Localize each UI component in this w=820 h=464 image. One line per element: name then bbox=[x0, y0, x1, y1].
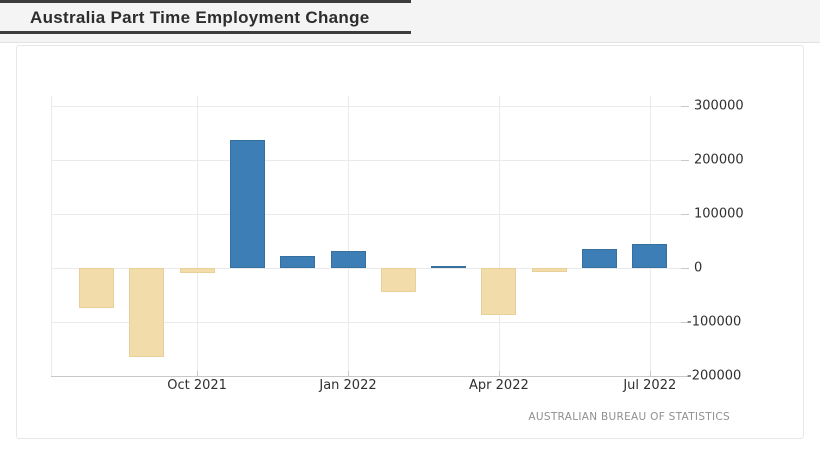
bar-jan-2022[interactable] bbox=[330, 250, 366, 268]
bar-sep-2021[interactable] bbox=[129, 267, 165, 358]
bar-feb-2022[interactable] bbox=[380, 267, 416, 292]
y-axis-label: -100000 bbox=[687, 314, 742, 330]
title-underline-rule bbox=[0, 31, 411, 34]
x-gridline bbox=[197, 96, 199, 376]
y-axis-tick bbox=[681, 159, 689, 161]
y-gridline bbox=[51, 159, 681, 161]
x-axis-label: Apr 2022 bbox=[469, 378, 529, 393]
bar-oct-2021[interactable] bbox=[179, 267, 215, 274]
x-axis-label: Jan 2022 bbox=[319, 378, 377, 393]
x-axis-tick bbox=[197, 371, 199, 376]
y-axis-tick bbox=[681, 213, 689, 215]
y-gridline bbox=[51, 267, 681, 269]
x-gridline bbox=[348, 96, 349, 376]
top-accent-rule bbox=[0, 0, 411, 3]
bar-apr-2022[interactable] bbox=[481, 267, 517, 315]
y-gridline bbox=[51, 105, 681, 107]
y-axis-tick bbox=[681, 376, 689, 377]
x-axis-tick bbox=[649, 371, 651, 376]
bar-nov-2021[interactable] bbox=[229, 139, 265, 268]
chart-card: 300000 200000 100000 0 -100000 -200000 Oct 202… bbox=[16, 45, 804, 439]
x-axis-tick bbox=[498, 371, 500, 376]
x-gridline bbox=[649, 96, 651, 376]
bar-jun-2022[interactable] bbox=[582, 248, 617, 268]
y-axis-label: 200000 bbox=[694, 152, 744, 168]
title-bar: Australia Part Time Employment Change bbox=[0, 0, 820, 43]
x-axis-label: Oct 2021 bbox=[167, 378, 227, 393]
bar-aug-2021[interactable] bbox=[79, 267, 114, 309]
y-axis-tick bbox=[681, 267, 689, 269]
page-title: Australia Part Time Employment Change bbox=[30, 8, 370, 27]
bar-dec-2021[interactable] bbox=[280, 256, 316, 268]
x-gridline bbox=[498, 96, 500, 376]
y-gridline bbox=[51, 321, 681, 323]
x-axis-label: Jul 2022 bbox=[623, 378, 677, 393]
x-gridline bbox=[51, 96, 52, 376]
y-axis-label: 100000 bbox=[694, 206, 744, 222]
y-axis-tick bbox=[681, 105, 689, 107]
bar-may-2022[interactable] bbox=[531, 267, 567, 273]
y-axis-label: 300000 bbox=[694, 98, 744, 114]
y-axis-label: 0 bbox=[694, 260, 703, 276]
source-attribution: AUSTRALIAN BUREAU OF STATISTICS bbox=[528, 411, 730, 423]
bar-jul-2022[interactable] bbox=[632, 243, 668, 268]
y-gridline bbox=[51, 213, 681, 215]
plot-area: 300000 200000 100000 0 -100000 -200000 Oct 202… bbox=[51, 96, 744, 393]
bar-mar-2022[interactable] bbox=[431, 265, 467, 268]
y-gridline bbox=[51, 376, 681, 377]
x-axis-tick bbox=[348, 371, 349, 376]
y-axis-label: -200000 bbox=[687, 368, 742, 384]
y-axis-tick bbox=[681, 321, 689, 323]
